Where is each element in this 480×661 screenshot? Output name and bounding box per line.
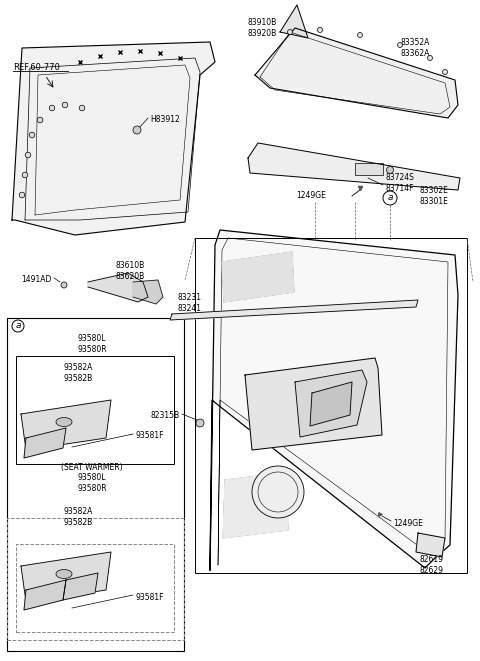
Circle shape xyxy=(133,126,141,134)
Bar xyxy=(355,163,383,175)
Text: H83912: H83912 xyxy=(150,116,180,124)
Text: a: a xyxy=(15,321,21,330)
Text: 83352A
83362A: 83352A 83362A xyxy=(400,38,430,58)
Text: REF.60-770: REF.60-770 xyxy=(13,63,60,73)
Circle shape xyxy=(25,152,31,158)
Circle shape xyxy=(62,102,68,108)
Polygon shape xyxy=(223,472,290,538)
Polygon shape xyxy=(21,400,111,450)
Text: 82315B: 82315B xyxy=(151,412,180,420)
Circle shape xyxy=(12,320,24,332)
Circle shape xyxy=(79,105,85,111)
Bar xyxy=(7,518,184,640)
Text: a: a xyxy=(387,194,393,202)
Circle shape xyxy=(383,191,397,205)
Polygon shape xyxy=(280,5,308,38)
Text: 93580L
93580R: 93580L 93580R xyxy=(77,334,107,354)
Polygon shape xyxy=(295,370,367,437)
Polygon shape xyxy=(12,42,215,235)
Circle shape xyxy=(386,167,394,173)
Circle shape xyxy=(22,173,28,178)
Circle shape xyxy=(252,466,304,518)
Circle shape xyxy=(397,42,403,48)
Ellipse shape xyxy=(56,418,72,426)
Circle shape xyxy=(49,105,55,111)
Text: 83910B
83920B: 83910B 83920B xyxy=(247,19,276,38)
Ellipse shape xyxy=(56,570,72,578)
Polygon shape xyxy=(24,428,66,458)
Polygon shape xyxy=(248,143,460,190)
Polygon shape xyxy=(88,273,148,302)
Polygon shape xyxy=(245,358,382,450)
Circle shape xyxy=(19,192,25,198)
Polygon shape xyxy=(310,382,352,426)
Text: 93581F: 93581F xyxy=(135,432,164,440)
Polygon shape xyxy=(170,300,418,320)
Text: 1249GE: 1249GE xyxy=(296,192,326,200)
Circle shape xyxy=(37,117,43,123)
Polygon shape xyxy=(222,252,294,302)
Text: 83231
83241: 83231 83241 xyxy=(178,293,202,313)
Circle shape xyxy=(358,32,362,38)
Text: 82619
82629: 82619 82629 xyxy=(420,555,444,574)
Polygon shape xyxy=(133,280,163,304)
Polygon shape xyxy=(24,580,66,610)
Bar xyxy=(195,238,467,573)
Text: 83302E
83301E: 83302E 83301E xyxy=(420,186,449,206)
Polygon shape xyxy=(210,230,458,570)
Text: (SEAT WARMER)
93580L
93580R: (SEAT WARMER) 93580L 93580R xyxy=(61,463,123,493)
Text: 93582A
93582B: 93582A 93582B xyxy=(63,364,92,383)
Bar xyxy=(16,544,174,632)
Circle shape xyxy=(288,30,292,34)
Bar xyxy=(16,356,174,464)
Circle shape xyxy=(196,419,204,427)
Text: 1249GE: 1249GE xyxy=(393,518,423,527)
Text: 83610B
83620B: 83610B 83620B xyxy=(115,261,144,281)
Polygon shape xyxy=(63,573,98,600)
Polygon shape xyxy=(21,552,111,602)
Text: 93582A
93582B: 93582A 93582B xyxy=(63,507,92,527)
Circle shape xyxy=(29,132,35,137)
Circle shape xyxy=(443,69,447,75)
Circle shape xyxy=(428,56,432,61)
Circle shape xyxy=(61,282,67,288)
Polygon shape xyxy=(255,28,458,118)
Text: 83724S
83714F: 83724S 83714F xyxy=(385,173,414,193)
Circle shape xyxy=(317,28,323,32)
Text: 93581F: 93581F xyxy=(135,592,164,602)
Bar xyxy=(7,318,184,651)
Polygon shape xyxy=(416,533,445,557)
Text: 1491AD: 1491AD xyxy=(22,276,52,284)
